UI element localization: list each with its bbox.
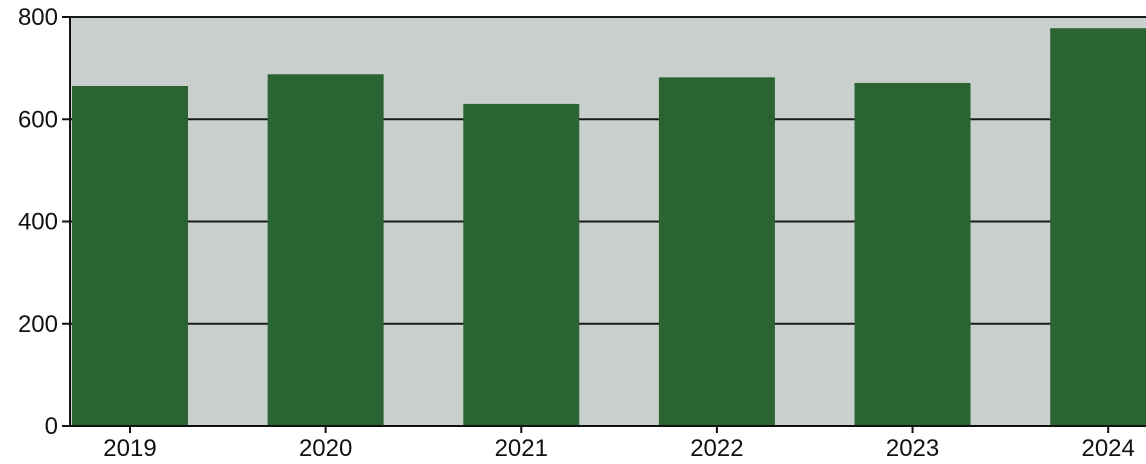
x-axis-ticks: 2019 2020 2021 2022 2023 2024 [103,426,1135,462]
x-tick-label-2020: 2020 [299,435,352,462]
bar-series [72,28,1146,427]
bar-2023 [854,82,971,427]
bar-2022 [658,77,775,426]
bar-2024 [1050,28,1146,427]
bar-2020 [267,74,384,426]
y-tick-label-200: 200 [18,311,58,338]
x-tick-label-2024: 2024 [1081,435,1134,462]
x-tick-label-2021: 2021 [495,435,548,462]
y-tick-label-600: 600 [18,106,58,133]
y-tick-label-0: 0 [45,413,58,440]
x-tick-label-2019: 2019 [103,435,156,462]
y-tick-label-800: 800 [18,4,58,31]
x-tick-label-2022: 2022 [690,435,743,462]
y-axis-ticks: 0 200 400 600 800 [18,4,70,440]
bar-2021 [463,103,580,426]
bar-2019 [72,86,188,427]
y-tick-label-400: 400 [18,209,58,236]
x-tick-label-2023: 2023 [886,435,939,462]
